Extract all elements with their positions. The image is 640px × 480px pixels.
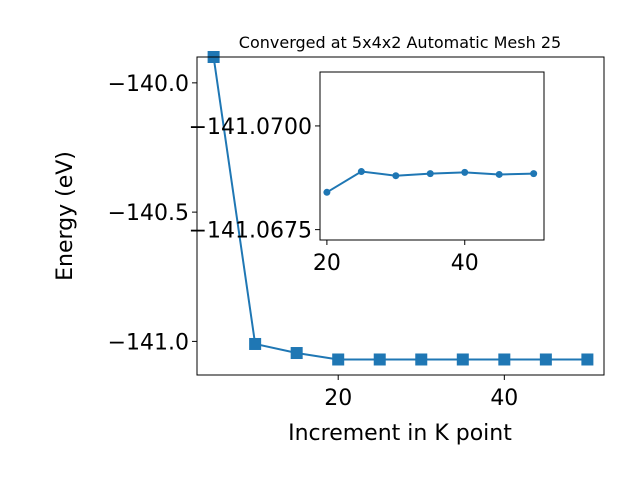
main-frame [196, 56, 605, 376]
main-y-tick-label: −140.5 [108, 201, 189, 226]
main-y-tick-label: −141.0 [108, 330, 189, 355]
inset-frame [319, 71, 545, 241]
main-data-point [290, 347, 303, 360]
main-x-tick-label: 40 [490, 386, 518, 411]
main-data-point [373, 353, 386, 366]
main-y-tick-label: −140.0 [108, 72, 189, 97]
inset-x-tick-label: 20 [313, 251, 341, 276]
main-data-point [249, 337, 262, 350]
main-x-tick-label: 20 [324, 386, 352, 411]
main-data-point [539, 353, 552, 366]
inset-data-point [357, 168, 365, 176]
inset-data-point [323, 188, 331, 196]
main-data-point [581, 353, 594, 366]
inset-y-tick-label: −141.0675 [189, 219, 312, 244]
main-data-point [498, 353, 511, 366]
inset-x-tick-label: 40 [451, 251, 479, 276]
inset-data-point [426, 170, 434, 178]
x-axis-label: Increment in K point [288, 421, 512, 446]
main-data-point [332, 353, 345, 366]
main-series-line [212, 56, 588, 361]
inset-data-point [495, 170, 503, 178]
chart-title: Converged at 5x4x2 Automatic Mesh 25 [239, 33, 561, 52]
inset-data-point [461, 168, 469, 176]
main-data-point [456, 353, 469, 366]
inset-plot-area [320, 72, 544, 240]
y-axis-label: Energy (eV) [53, 151, 78, 281]
main-data-point [415, 353, 428, 366]
inset-data-point [392, 172, 400, 180]
inset-axes: 20 40 −141.0700 −141.0675 [189, 71, 545, 276]
inset-y-tick-label: −141.0700 [189, 115, 312, 140]
inset-data-point [530, 170, 538, 178]
